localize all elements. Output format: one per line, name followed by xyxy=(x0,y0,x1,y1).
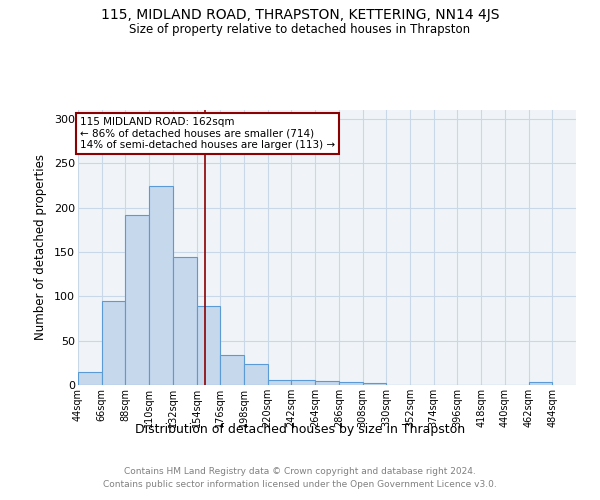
Bar xyxy=(362,383,386,385)
Bar xyxy=(149,186,173,385)
Text: 115, MIDLAND ROAD, THRAPSTON, KETTERING, NN14 4JS: 115, MIDLAND ROAD, THRAPSTON, KETTERING,… xyxy=(101,8,499,22)
Bar xyxy=(220,355,244,385)
Bar xyxy=(78,372,102,385)
Bar xyxy=(173,258,197,385)
Text: Contains HM Land Registry data © Crown copyright and database right 2024.: Contains HM Land Registry data © Crown c… xyxy=(124,468,476,476)
Bar xyxy=(529,382,552,385)
Bar xyxy=(244,364,268,385)
Bar xyxy=(315,382,339,385)
Text: Size of property relative to detached houses in Thrapston: Size of property relative to detached ho… xyxy=(130,22,470,36)
Text: Distribution of detached houses by size in Thrapston: Distribution of detached houses by size … xyxy=(135,422,465,436)
Bar xyxy=(197,306,220,385)
Y-axis label: Number of detached properties: Number of detached properties xyxy=(34,154,47,340)
Bar xyxy=(102,300,125,385)
Text: 115 MIDLAND ROAD: 162sqm
← 86% of detached houses are smaller (714)
14% of semi-: 115 MIDLAND ROAD: 162sqm ← 86% of detach… xyxy=(80,117,335,150)
Bar xyxy=(268,380,292,385)
Bar xyxy=(125,214,149,385)
Text: Contains public sector information licensed under the Open Government Licence v3: Contains public sector information licen… xyxy=(103,480,497,489)
Bar xyxy=(339,382,362,385)
Bar xyxy=(292,380,315,385)
